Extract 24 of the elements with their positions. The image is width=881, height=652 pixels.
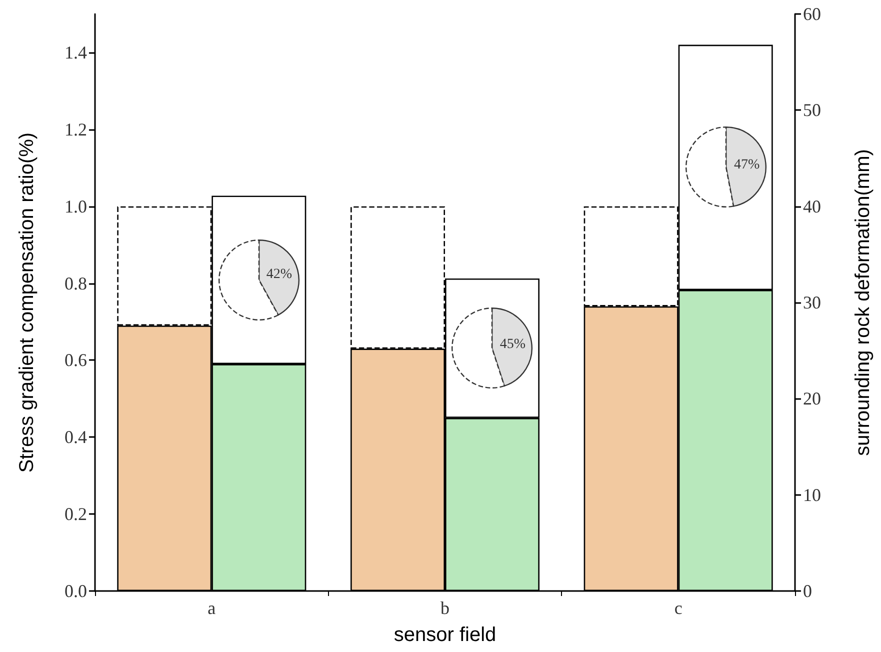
data-label: 45% — [500, 337, 526, 352]
data-label: 47% — [734, 158, 760, 173]
y-tick-label: 1.0 — [64, 196, 87, 216]
y2-axis-title: surrounding rock deformation(mm) — [852, 149, 874, 456]
y2-tick-label: 50 — [803, 100, 821, 120]
y-tick-label: 0.0 — [64, 581, 87, 601]
y2-tick-label: 10 — [803, 484, 821, 505]
y2-tick-label: 40 — [803, 196, 821, 216]
data-label: 42% — [266, 266, 292, 282]
y2-tick-label: 60 — [803, 4, 821, 24]
y2-tick-label: 20 — [803, 388, 821, 409]
y-axis-title: Stress gradient compensation ratio(%) — [16, 132, 38, 473]
x-tick-label: b — [440, 598, 450, 618]
y-tick-label: 1.4 — [64, 42, 87, 62]
x-axis-title: sensor field — [394, 624, 496, 646]
y2-tick-label: 0 — [803, 581, 812, 601]
y-tick-label: 1.2 — [64, 119, 87, 140]
y-tick-label: 0.8 — [64, 273, 87, 294]
x-tick-label: c — [674, 598, 682, 618]
y-tick-label: 0.6 — [64, 350, 87, 370]
y-tick-label: 0.4 — [64, 427, 87, 448]
x-tick-label: a — [208, 598, 216, 618]
y-tick-label: 0.2 — [64, 504, 87, 524]
y2-tick-label: 30 — [803, 292, 821, 312]
